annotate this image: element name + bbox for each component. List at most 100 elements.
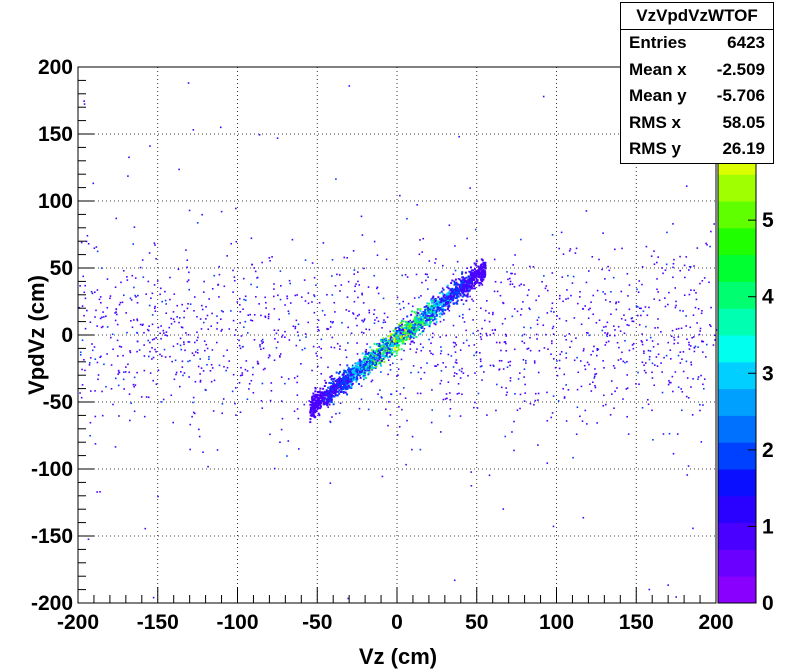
data-point xyxy=(179,385,181,388)
data-point xyxy=(348,379,351,382)
data-point xyxy=(363,364,366,367)
data-point xyxy=(182,374,184,377)
data-point xyxy=(525,362,527,364)
data-point xyxy=(369,360,372,363)
data-point xyxy=(381,353,384,356)
data-point xyxy=(368,371,371,374)
data-point xyxy=(165,312,168,315)
data-point xyxy=(569,346,571,348)
data-point xyxy=(682,310,684,312)
data-point xyxy=(646,339,648,341)
data-point xyxy=(382,338,385,341)
data-point xyxy=(319,407,322,410)
data-point xyxy=(637,371,639,374)
data-point xyxy=(262,341,264,343)
data-point xyxy=(313,295,316,298)
data-point xyxy=(409,319,412,322)
data-point xyxy=(152,596,155,599)
data-point xyxy=(474,276,477,279)
data-point xyxy=(687,465,690,467)
data-point xyxy=(360,331,363,334)
data-point xyxy=(347,280,350,283)
data-point xyxy=(430,304,433,307)
data-point xyxy=(380,371,382,373)
data-point xyxy=(117,384,120,387)
data-point xyxy=(636,306,639,308)
palette-band xyxy=(718,201,756,229)
data-point xyxy=(697,378,699,380)
data-point xyxy=(372,362,375,365)
data-point xyxy=(638,383,640,386)
data-point xyxy=(546,312,549,314)
data-point xyxy=(241,374,244,376)
data-point xyxy=(92,182,95,185)
data-point xyxy=(430,299,433,302)
data-point xyxy=(480,266,483,269)
data-point xyxy=(187,341,190,343)
data-point xyxy=(504,341,507,343)
data-point xyxy=(391,352,394,355)
data-point xyxy=(434,300,437,303)
data-point xyxy=(164,299,167,302)
data-point xyxy=(277,294,279,297)
data-point xyxy=(329,421,332,424)
data-point xyxy=(395,343,398,346)
data-point xyxy=(435,365,438,367)
data-point xyxy=(316,398,319,401)
data-point xyxy=(147,339,149,342)
data-point xyxy=(197,365,200,368)
data-point xyxy=(444,398,447,400)
data-point xyxy=(435,278,437,281)
data-point xyxy=(382,352,385,355)
data-point xyxy=(395,332,398,335)
data-point xyxy=(433,316,436,319)
data-point xyxy=(475,351,478,353)
data-point xyxy=(413,341,415,344)
data-point xyxy=(552,333,555,335)
data-point xyxy=(700,312,703,315)
data-point xyxy=(376,287,378,290)
data-point xyxy=(495,409,497,412)
stats-value: -5.706 xyxy=(716,86,765,105)
data-point xyxy=(554,366,557,369)
data-point xyxy=(664,305,667,308)
data-point xyxy=(390,336,393,339)
data-point xyxy=(235,240,238,243)
data-point xyxy=(427,316,430,319)
data-point xyxy=(385,344,388,347)
data-point xyxy=(289,282,291,285)
data-point xyxy=(519,407,521,410)
data-point xyxy=(362,320,365,323)
data-point xyxy=(546,462,549,464)
data-point xyxy=(316,355,318,357)
data-point xyxy=(453,283,456,286)
data-point xyxy=(693,346,696,349)
data-point xyxy=(171,360,173,363)
data-point xyxy=(345,376,348,379)
data-point xyxy=(411,332,414,335)
data-point xyxy=(534,392,537,395)
data-point xyxy=(239,322,241,324)
data-point xyxy=(421,281,423,284)
palette-band xyxy=(718,549,756,577)
data-point xyxy=(327,401,330,404)
data-point xyxy=(320,356,322,359)
data-point xyxy=(309,410,312,413)
data-point xyxy=(455,295,458,298)
data-point xyxy=(447,304,450,307)
data-point xyxy=(112,403,114,406)
data-point xyxy=(376,348,379,351)
data-point xyxy=(328,381,331,384)
data-point xyxy=(449,294,452,297)
data-point xyxy=(628,308,631,311)
data-point xyxy=(658,299,661,302)
data-point xyxy=(685,315,687,317)
data-point xyxy=(701,310,703,312)
data-point xyxy=(541,280,543,283)
data-point xyxy=(296,331,299,333)
data-point xyxy=(96,491,98,493)
data-point xyxy=(205,343,208,346)
data-point xyxy=(585,210,588,212)
data-point xyxy=(410,313,413,316)
data-point xyxy=(449,398,452,401)
